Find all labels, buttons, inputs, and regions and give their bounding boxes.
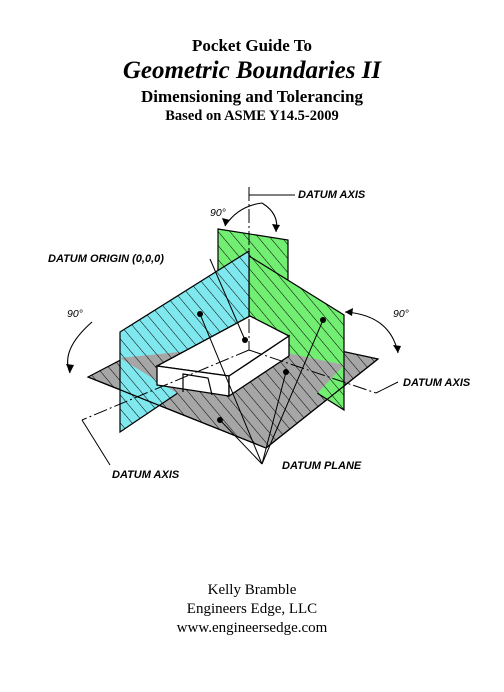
title-line-2: Geometric Boundaries II: [122, 57, 382, 84]
label-datum-plane: DATUM PLANE: [282, 460, 362, 472]
label-datum-origin: DATUM ORIGIN (0,0,0): [48, 253, 164, 265]
website-text: www.engineersedge.com: [176, 620, 328, 636]
title-block: Pocket Guide To Geometric Boundaries II …: [0, 36, 504, 126]
label-datum-axis-right: DATUM AXIS: [403, 377, 471, 389]
label-angle-left: 90°: [67, 308, 83, 320]
label-datum-axis-left: DATUM AXIS: [112, 469, 180, 481]
company-name: Engineers Edge, LLC: [186, 601, 318, 617]
leader-lines: [199, 258, 324, 465]
label-angle-right: 90°: [393, 308, 409, 320]
axis-leaders: [81, 194, 399, 466]
title-line-1: Pocket Guide To: [192, 36, 312, 55]
author-name: Kelly Bramble: [207, 582, 297, 598]
credits-block: Kelly Bramble Engineers Edge, LLC www.en…: [0, 581, 504, 638]
leader-dots: [197, 311, 326, 423]
label-angle-top: 90°: [210, 207, 226, 219]
title-line-4: Based on ASME Y14.5-2009: [165, 108, 339, 124]
arrow-heads: [66, 218, 401, 373]
title-line-3: Dimensioning and Tolerancing: [140, 87, 363, 106]
label-datum-axis-top: DATUM AXIS: [298, 189, 366, 201]
datum-axis-lines: [81, 187, 377, 421]
part-block: [154, 315, 291, 398]
